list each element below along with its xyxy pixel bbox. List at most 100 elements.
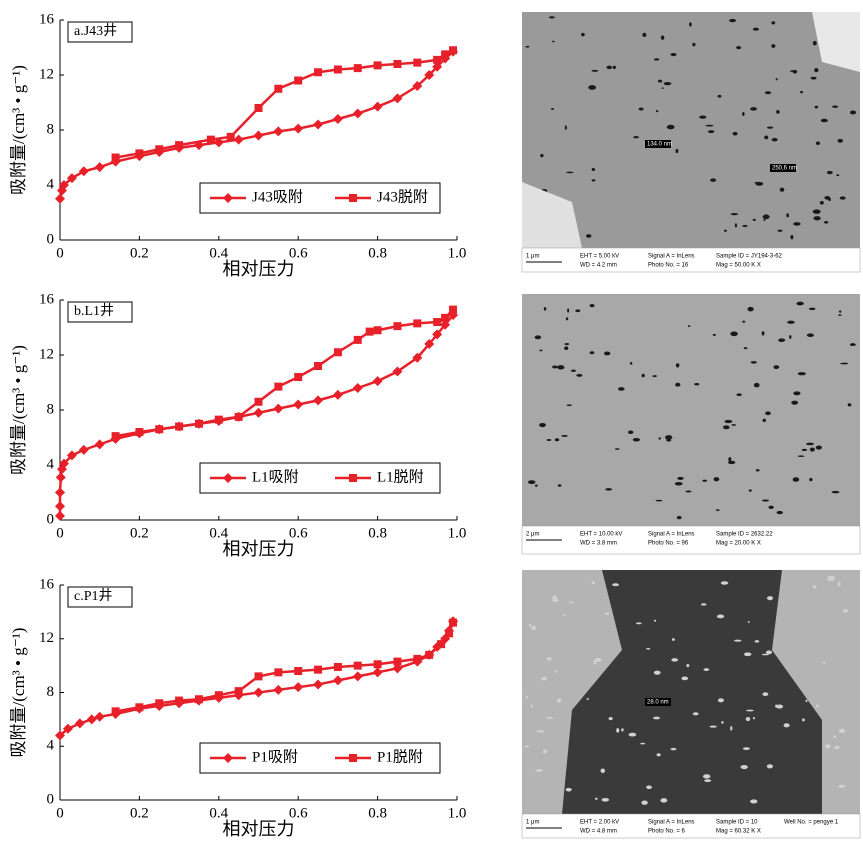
pore [555,438,559,441]
pore [840,363,848,365]
legend-label: P1吸附 [252,748,298,765]
x-tick-label: 0.2 [130,525,149,541]
marker [334,663,342,671]
series-line [116,310,453,437]
legend-label: L1吸附 [252,468,299,485]
marker [195,420,203,428]
pore [771,44,775,48]
y-axis-label: 吸附量/(cm³ • g⁻¹) [9,345,28,475]
pore [725,420,733,423]
pore [834,746,839,749]
pore [793,391,800,395]
info-text: Sample ID = 2632.22 [716,532,773,538]
y-axis-label: 吸附量/(cm³ • g⁻¹) [9,65,28,195]
marker [314,362,322,370]
pore [806,700,808,703]
marker [313,395,323,405]
pore [566,172,573,174]
legend-label: L1脱附 [377,468,424,485]
pore [551,108,554,110]
pore [717,95,721,98]
marker [374,660,382,668]
pore [658,80,662,83]
marker [175,141,183,149]
pore [816,446,822,450]
pore [710,726,717,728]
pore [778,338,785,342]
marker [87,714,97,724]
series-line [60,52,453,199]
marker [353,383,363,393]
pore [654,58,660,60]
pore [664,82,672,85]
y-axis-label: 吸附量/(cm³ • g⁻¹) [9,628,28,758]
pore [717,615,724,619]
pore [590,351,595,354]
pore [586,234,591,238]
marker [393,658,401,666]
info-text: Photo No. = 6 [648,829,686,835]
pore [772,138,778,142]
x-tick-label: 0.8 [368,245,387,261]
x-tick-label: 0.2 [130,805,149,821]
marker [374,61,382,69]
pore [736,46,741,49]
pore [767,764,773,768]
pore [827,579,834,581]
marker [273,126,283,136]
info-text: Sample ID = 10 [716,820,758,826]
pore [793,477,800,482]
pore [528,480,535,484]
pore [791,401,798,405]
marker [354,64,362,72]
pore [592,168,595,171]
pore [672,638,675,641]
pore [656,110,658,112]
pore [735,223,737,227]
pore [766,650,772,654]
pore [721,581,728,584]
measure-label: 28.0 nm [647,700,669,706]
pore [544,307,547,310]
marker [95,162,105,172]
marker [55,194,65,204]
pore [546,717,553,719]
marker [373,102,383,112]
pore [777,511,783,514]
pore [571,370,576,372]
pore [555,670,557,673]
marker [334,66,342,74]
x-axis-label: 相对压力 [223,259,295,279]
pore [526,696,528,699]
marker [333,114,343,124]
y-tick-label: 0 [47,511,55,527]
pore [630,362,632,365]
pore [714,477,720,481]
pore [753,219,756,221]
pore [832,491,840,493]
pore [816,704,819,707]
pore [612,583,619,586]
marker [227,133,235,141]
y-tick-label: 4 [47,456,55,472]
pore [704,779,711,782]
pore [816,142,820,145]
x-tick-label: 0 [56,245,64,261]
marker [413,655,421,663]
pore [539,423,546,427]
pore [566,317,568,320]
pore [689,22,692,26]
marker [75,718,85,728]
pore [824,221,828,224]
marker [373,667,383,677]
pore [601,768,605,773]
pore [660,798,667,802]
x-axis-label: 相对压力 [223,819,295,839]
pore [833,735,836,738]
pore [657,753,661,756]
x-tick-label: 0.8 [368,525,387,541]
pore [629,733,637,737]
pore [609,717,613,720]
pore [677,477,683,480]
pore [784,723,790,727]
